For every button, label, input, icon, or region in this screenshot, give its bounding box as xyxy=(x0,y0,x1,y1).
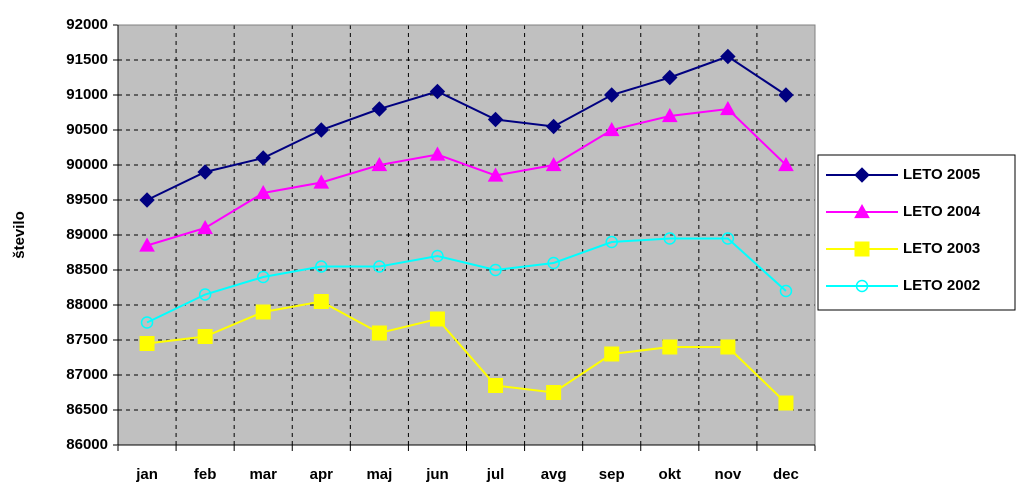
series-line xyxy=(146,107,787,247)
point xyxy=(488,378,504,393)
legend-label: LETO 2003 xyxy=(903,240,980,257)
y-tick-label: 87500 xyxy=(66,331,108,348)
legend-label: LETO 2004 xyxy=(903,203,981,220)
point xyxy=(604,346,620,362)
point xyxy=(371,101,388,117)
series-line xyxy=(146,237,787,324)
x-tick-label: mar xyxy=(249,466,277,483)
y-tick-label: 88000 xyxy=(66,296,108,313)
point xyxy=(779,284,793,298)
point xyxy=(778,87,794,103)
point xyxy=(604,87,620,103)
point xyxy=(429,311,445,327)
point xyxy=(720,339,736,355)
x-tick-label: okt xyxy=(659,466,682,483)
y-tick-label: 86500 xyxy=(66,401,108,418)
point xyxy=(139,336,155,351)
point xyxy=(545,156,562,172)
point xyxy=(255,184,272,200)
legend-marker xyxy=(854,203,870,219)
point xyxy=(662,69,678,86)
point xyxy=(778,395,794,411)
y-tick-label: 92000 xyxy=(66,16,108,33)
point xyxy=(429,146,446,161)
x-tick-label: feb xyxy=(194,466,217,483)
x-tick-label: apr xyxy=(310,466,334,483)
y-tick-label: 91000 xyxy=(66,86,108,103)
point xyxy=(431,249,444,263)
point xyxy=(547,256,560,270)
y-tick-label: 87000 xyxy=(66,366,108,383)
point xyxy=(603,121,620,137)
x-tick-label: jan xyxy=(135,466,158,483)
y-tick-label: 89000 xyxy=(66,226,108,243)
point xyxy=(197,164,213,180)
point xyxy=(429,83,446,100)
point xyxy=(255,304,271,320)
point xyxy=(139,192,155,208)
x-tick-label: sep xyxy=(599,466,625,483)
point xyxy=(313,174,330,189)
x-tick-label: jun xyxy=(425,466,449,483)
point xyxy=(721,232,735,245)
legend-marker xyxy=(854,167,870,183)
x-tick-label: jul xyxy=(486,466,505,483)
point xyxy=(313,122,329,138)
y-tick-label: 90500 xyxy=(66,121,108,138)
x-tick-label: avg xyxy=(541,466,567,483)
point xyxy=(605,235,618,249)
point xyxy=(139,237,155,252)
y-tick-label: 86000 xyxy=(66,436,108,453)
point xyxy=(546,385,562,400)
point xyxy=(197,329,213,344)
point xyxy=(489,263,502,277)
x-tick-label: maj xyxy=(366,466,392,483)
legend-label: LETO 2005 xyxy=(903,166,980,183)
point xyxy=(373,260,386,273)
point xyxy=(140,316,154,329)
point xyxy=(661,107,678,123)
point xyxy=(720,100,736,116)
point xyxy=(720,48,736,65)
y-tick-label: 90000 xyxy=(66,156,108,173)
series-line xyxy=(146,55,787,201)
point xyxy=(313,294,329,309)
series-line xyxy=(146,300,787,404)
point xyxy=(545,118,562,135)
y-tick-label: 88500 xyxy=(66,261,108,278)
point xyxy=(256,270,270,284)
y-tick-label: 89500 xyxy=(66,191,108,208)
point xyxy=(315,260,328,273)
x-tick-label: nov xyxy=(715,466,742,483)
point xyxy=(778,156,794,172)
legend-marker xyxy=(854,241,870,257)
point xyxy=(371,156,388,172)
y-axis-label: število xyxy=(11,211,28,259)
x-tick-label: dec xyxy=(773,466,799,483)
legend-marker xyxy=(855,279,869,293)
legend xyxy=(817,154,1016,311)
y-tick-label: 91500 xyxy=(66,51,108,68)
legend-label: LETO 2002 xyxy=(903,277,980,294)
point xyxy=(371,325,387,341)
point xyxy=(198,288,212,301)
point xyxy=(662,339,678,355)
point xyxy=(487,111,504,128)
point xyxy=(255,150,271,166)
point xyxy=(197,219,213,235)
point xyxy=(663,232,677,245)
point xyxy=(487,167,504,182)
